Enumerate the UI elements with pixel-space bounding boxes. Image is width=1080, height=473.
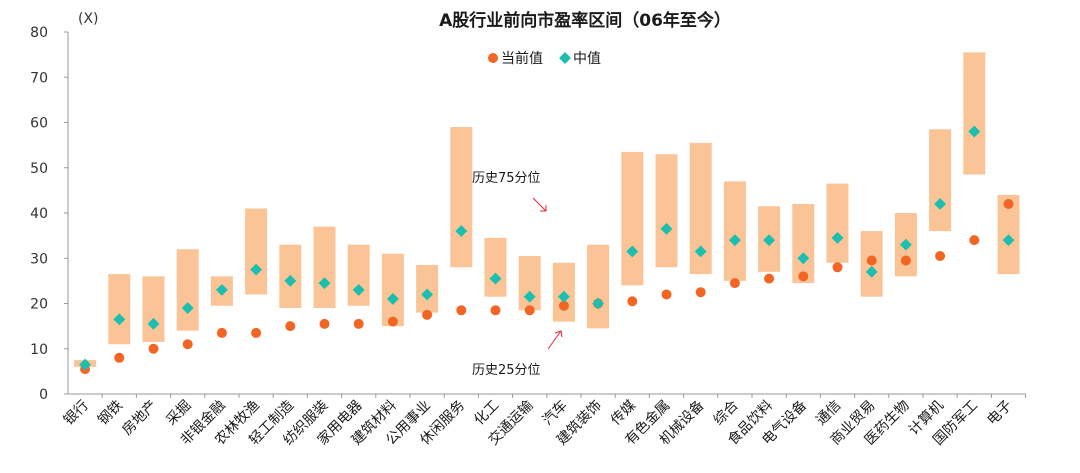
current-value-point xyxy=(524,305,535,316)
current-value-point xyxy=(216,327,227,338)
range-bar xyxy=(176,249,199,331)
range-bar xyxy=(826,183,849,263)
current-value-point xyxy=(695,287,706,298)
current-value-point xyxy=(832,262,843,273)
y-tick-label: 10 xyxy=(30,342,48,358)
y-tick-label: 70 xyxy=(30,70,48,86)
range-bar xyxy=(792,203,815,284)
annotation-p25-arrow xyxy=(547,330,562,350)
current-value-point xyxy=(798,271,809,282)
legend-median-label: 中值 xyxy=(573,51,601,67)
current-value-point xyxy=(627,296,638,307)
annotation-p25-label: 历史25分位 xyxy=(472,363,541,378)
annotation-p75-arrow xyxy=(532,197,547,212)
annotations: 历史75分位 历史25分位 xyxy=(472,171,563,378)
chart-title: A股行业前向市盈率区间（06年至今） xyxy=(439,10,731,31)
y-tick-label: 20 xyxy=(30,297,48,313)
legend-median-marker xyxy=(559,52,571,64)
range-bar xyxy=(484,237,507,297)
range-bar xyxy=(723,181,746,281)
range-bar xyxy=(347,244,370,306)
annotation-p75-label: 历史75分位 xyxy=(472,171,541,186)
y-tick-label: 40 xyxy=(30,206,48,222)
y-tick-label: 80 xyxy=(30,25,48,41)
current-value-point xyxy=(148,343,159,354)
range-bar xyxy=(108,274,131,345)
range-bar xyxy=(313,226,336,309)
current-value-point xyxy=(969,235,980,246)
x-tick-label: 房地产 xyxy=(119,398,160,439)
y-axis: 0 10 20 30 40 50 60 70 80 xyxy=(30,25,69,403)
range-bar xyxy=(142,276,165,342)
current-value-point xyxy=(1003,198,1014,209)
range-bar xyxy=(450,127,473,268)
range-bar xyxy=(963,52,986,175)
current-value-point xyxy=(661,289,672,300)
current-value-point xyxy=(182,339,193,350)
range-bar xyxy=(929,129,952,232)
current-value-point xyxy=(900,255,911,266)
range-bar xyxy=(245,208,268,295)
annotation-p25-arrowhead xyxy=(554,330,563,338)
range-bar xyxy=(689,142,712,275)
current-value-point xyxy=(319,318,330,329)
current-value-point xyxy=(490,305,501,316)
range-bar xyxy=(655,154,678,268)
current-value-point xyxy=(764,273,775,284)
current-value-point xyxy=(114,352,125,363)
y-tick-label: 60 xyxy=(30,116,48,132)
range-bar xyxy=(381,253,404,327)
current-value-point xyxy=(866,255,877,266)
legend-current-marker xyxy=(488,53,498,63)
current-value-point xyxy=(422,309,433,320)
y-tick-label: 0 xyxy=(39,387,48,403)
x-tick-label: 电子 xyxy=(984,398,1015,429)
y-tick-label: 30 xyxy=(30,251,48,267)
x-tick-label: 银行 xyxy=(61,398,92,429)
y-tick-label: 50 xyxy=(30,161,48,177)
y-axis-unit-label: (X) xyxy=(78,11,99,27)
current-value-point xyxy=(935,250,946,261)
range-bar xyxy=(621,151,644,286)
current-value-point xyxy=(387,316,398,327)
current-value-point xyxy=(456,305,467,316)
annotation-p75-arrowhead xyxy=(540,205,547,212)
plot-area xyxy=(74,52,1020,375)
current-value-point xyxy=(558,300,569,311)
current-value-point xyxy=(353,318,364,329)
current-value-point xyxy=(729,278,740,289)
legend-current-label: 当前值 xyxy=(501,50,543,67)
current-value-point xyxy=(251,327,262,338)
legend: 当前值 中值 xyxy=(488,50,601,67)
range-bar xyxy=(587,244,610,329)
current-value-point xyxy=(285,321,296,332)
